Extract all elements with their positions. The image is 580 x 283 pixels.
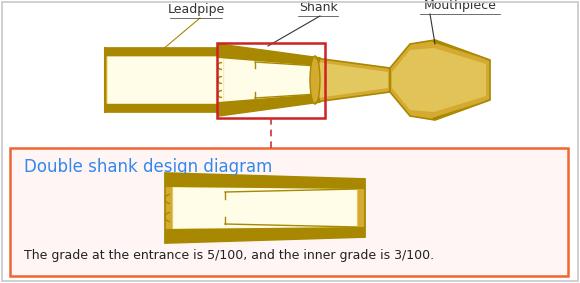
Polygon shape	[218, 44, 320, 66]
Polygon shape	[218, 44, 320, 116]
Text: Mouthpiece: Mouthpiece	[423, 0, 496, 12]
Polygon shape	[165, 173, 365, 243]
Polygon shape	[392, 48, 486, 112]
Polygon shape	[224, 58, 318, 102]
Polygon shape	[218, 94, 320, 116]
Polygon shape	[165, 173, 365, 189]
Text: Leadpipe: Leadpipe	[168, 3, 224, 16]
Bar	[105, 104, 225, 112]
Bar	[105, 48, 225, 56]
Polygon shape	[173, 187, 357, 229]
Polygon shape	[432, 40, 492, 62]
Bar	[10, 148, 568, 276]
Bar	[105, 48, 225, 112]
Polygon shape	[315, 58, 390, 102]
Ellipse shape	[310, 56, 320, 104]
Polygon shape	[390, 40, 490, 120]
Text: Shank: Shank	[299, 1, 338, 14]
Polygon shape	[317, 62, 388, 98]
Text: The grade at the entrance is 5/100, and the inner grade is 3/100.: The grade at the entrance is 5/100, and …	[24, 249, 434, 262]
Bar	[217, 43, 325, 118]
Bar	[107, 56, 223, 104]
Polygon shape	[165, 227, 365, 243]
Polygon shape	[432, 98, 492, 120]
Text: Double shank design diagram: Double shank design diagram	[24, 158, 273, 176]
